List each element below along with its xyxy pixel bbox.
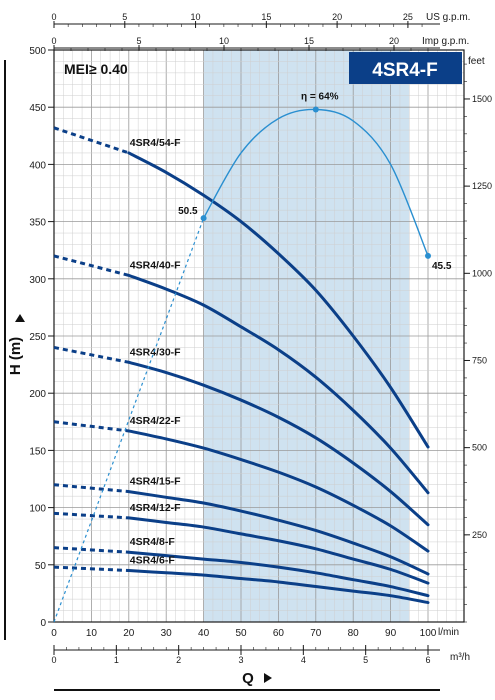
pump-curve-extension [53,511,129,520]
pump-curve-label: 4SR4/30-F [130,346,181,358]
x-tick-label: 70 [310,628,322,639]
y-tick-label: 300 [29,275,46,286]
pump-curve-extension [53,565,129,573]
y-tick-label: 0 [40,618,46,629]
feet-tick-label: 1000 [472,268,492,278]
efficiency-point-label: 45.5 [432,261,452,272]
pump-curve-label: 4SR4/40-F [130,259,181,271]
imp-gpm-unit-label: Imp g.p.m. [422,36,469,47]
y-tick-label: 450 [29,103,46,114]
x-tick-label: 100 [420,628,437,639]
m3h-axis: 0 1 2 3 4 5 6 [51,645,431,665]
q-lmin-axis: 0 10 20 30 40 50 60 70 80 90 100 [51,628,437,639]
pump-curve-4sr4-22-f [127,429,430,553]
m3h-tick-label: 5 [363,655,368,665]
us-gpm-tick-label: 20 [332,12,342,22]
m3h-tick-label: 1 [114,655,119,665]
us-gpm-unit-label: US g.p.m. [426,12,470,23]
pump-curve-label: 4SR4/6-F [130,555,176,567]
title-badge [349,52,462,84]
pump-curve-label: 4SR4/8-F [130,536,176,548]
us-gpm-tick-label: 25 [403,12,413,22]
us-gpm-tick-label: 0 [51,12,56,22]
m3h-tick-label: 0 [51,655,56,665]
pump-curve-extension [53,483,129,494]
m3h-tick-label: 4 [301,655,306,665]
pump-curve-label: 4SR4/12-F [130,502,181,514]
pump-curve-4sr4-54-f [127,151,430,449]
y-tick-label: 400 [29,160,46,171]
x-tick-label: 20 [123,628,135,639]
feet-tick-label: 1250 [472,181,492,191]
feet-tick-label: 750 [472,355,487,365]
pump-curve-4sr4-12-f [127,516,430,585]
pump-curve-extension [53,420,129,433]
us-gpm-tick-label: 5 [122,12,127,22]
imp-gpm-tick-label: 20 [389,36,399,46]
efficiency-point [425,252,431,259]
us-gpm-tick-label: 10 [191,12,201,22]
pump-curve-label: 4SR4/15-F [130,476,181,488]
x-tick-label: 90 [385,628,397,639]
y-tick-label: 150 [29,446,46,457]
feet-unit-label: feet [468,56,485,67]
x-tick-label: 50 [235,628,247,639]
x-tick-label: 40 [198,628,210,639]
efficiency-point [200,215,207,222]
h-axis: 0 50 100 150 200 250 300 350 400 450 500 [29,46,54,629]
imp-gpm-tick-label: 15 [304,36,314,46]
pump-curves: 4SR4/54-F 4SR4/40-F 4SR4/30-F 4SR4/22-F 4SR4… [53,126,430,605]
pump-curve-label: 4SR4/54-F [130,137,181,149]
y-tick-label: 200 [29,389,46,400]
pump-curve-extension [53,546,129,554]
efficiency-curve: 50.5 45.5 η = 64% [53,91,452,623]
h-axis-arrow-icon [15,314,25,322]
imp-gpm-tick-label: 0 [51,36,56,46]
y-tick-label: 350 [29,218,46,229]
lmin-unit-label: l/min [438,627,459,638]
y-tick-label: 250 [29,332,46,343]
pump-curve-extension [53,126,130,155]
pump-curve-label: 4SR4/22-F [130,415,181,427]
pump-curve-4sr4-30-f [127,360,430,527]
h-axis-title: H (m) [7,337,24,375]
imp-gpm-tick-label: 10 [219,36,229,46]
x-tick-label: 10 [86,628,98,639]
feet-axis: 250 500 750 1000 1250 1500 [464,63,492,623]
efficiency-point [312,106,319,113]
pump-curve-extension [53,345,130,364]
m3h-tick-label: 3 [238,655,243,665]
pump-curve-extension [53,254,130,277]
imp-gpm-tick-label: 5 [136,36,141,46]
efficiency-point-label: 50.5 [178,206,198,217]
us-gpm-tick-label: 15 [261,12,271,22]
pump-curve-4sr4-15-f [127,490,430,576]
feet-tick-label: 250 [472,530,487,540]
y-tick-label: 50 [35,561,47,572]
x-tick-label: 0 [51,628,57,639]
x-tick-label: 60 [273,628,285,639]
y-tick-label: 500 [29,46,46,57]
feet-tick-label: 500 [472,443,487,453]
feet-tick-label: 1500 [472,94,492,104]
pump-curve-4sr4-40-f [127,273,430,495]
q-axis-title: Q [242,670,254,687]
efficiency-peak-label: η = 64% [301,91,339,102]
m3h-tick-label: 2 [176,655,181,665]
top-axes: 0 5 10 15 20 25 0 5 10 15 20 [51,12,429,51]
pump-curve-4sr4-8-f [127,550,430,598]
m3h-unit-label: m³/h [450,652,470,663]
pump-curve-4sr4-6-f [127,569,430,605]
x-tick-label: 80 [348,628,360,639]
chart-title: 4SR4-F [372,60,437,81]
q-axis-arrow-icon [264,673,272,683]
y-tick-label: 100 [29,504,46,515]
x-tick-label: 30 [161,628,173,639]
mei-label: MEI≥ 0.40 [64,61,128,77]
m3h-tick-label: 6 [425,655,430,665]
